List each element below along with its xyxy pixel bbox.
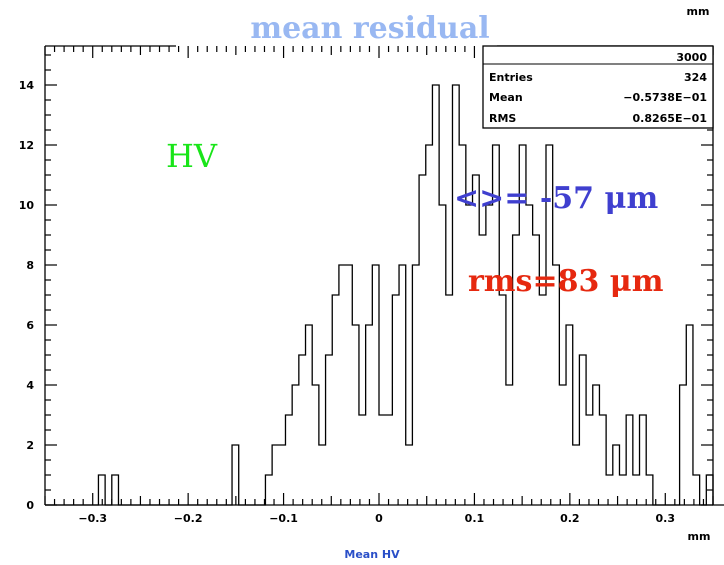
histogram-bin [640,415,647,505]
histogram-bin [619,475,626,505]
x-axis: −0.3 −0.2 −0.1 0 0.1 0.2 0.3 [44,46,714,525]
histogram-bin [586,415,593,505]
histogram-bin [626,415,633,505]
x-tick-label: 0.3 [656,512,676,525]
histogram-bin [419,175,426,505]
y-tick-label: 12 [19,139,34,152]
histogram-bin [593,385,600,505]
histogram-bin [446,295,453,505]
mean-annotation: <>= -57 μm [454,181,658,216]
histogram-bin [613,445,620,505]
histogram-bin [452,85,459,505]
stats-entries-value: 324 [684,71,707,84]
histogram-bin [299,355,306,505]
histogram-bin [339,265,346,505]
histogram-bin [346,265,353,505]
histogram-bin [359,415,366,505]
histogram-bin [406,445,413,505]
histogram-bin [539,295,546,505]
stats-mean-value: −0.5738E−01 [623,91,707,104]
stats-box: ID 3000 Entries 324 Mean −0.5738E−01 RMS… [482,45,714,129]
x-tick-label: −0.2 [174,512,203,525]
histogram-bin [379,415,386,505]
x-tick-label: 0.2 [560,512,580,525]
y-tick-label: 14 [19,79,35,92]
stats-rms-label: RMS [489,112,516,125]
chart-title: mean residual [250,11,489,46]
histogram-bin [399,265,406,505]
x-axis-label: Mean HV [344,548,400,561]
histogram-bin [506,385,513,505]
histogram-bin [579,355,586,505]
histogram-bin [285,415,292,505]
histogram-bin [680,385,687,505]
histogram-bin [566,325,573,505]
histogram-bin [526,205,533,505]
stats-id-label: ID [499,51,512,64]
x-tick-label: 0 [375,512,383,525]
y-unit-label: mm [687,5,710,18]
histogram-bin [265,475,272,505]
x-tick-label: −0.1 [269,512,298,525]
y-tick-label: 6 [26,319,34,332]
histogram-bin [439,205,446,505]
x-tick-label: 0.1 [465,512,485,525]
y-tick-label: 10 [19,199,35,212]
y-tick-label: 4 [26,379,34,392]
histogram-bin [366,325,373,505]
histogram-bin [292,385,299,505]
histogram-bin [272,445,279,505]
x-tick-label: −0.3 [78,512,107,525]
histogram-bin [426,145,433,505]
histogram-bin [606,475,613,505]
histogram-bin [372,265,379,505]
x-unit-label: mm [688,530,711,543]
histogram-bin [392,295,399,505]
histogram-outline [45,84,724,506]
histogram-bin [486,205,493,505]
hv-annotation: HV [166,137,218,175]
histogram-bin [352,325,359,505]
histogram-bin [499,295,506,505]
rms-annotation: rms=83 μm [468,264,664,299]
histogram-bin [112,475,119,505]
histogram-bin [386,415,393,505]
histogram-bin [332,295,339,505]
histogram-bin [646,475,653,505]
y-tick-label: 8 [26,259,34,272]
histogram-bin [279,445,286,505]
histogram-bin [686,325,693,505]
histogram-bin [573,445,580,505]
histogram-bin [559,385,566,505]
histogram-bin [412,265,419,505]
histogram-bin [319,445,326,505]
histogram-bin [466,205,473,505]
stats-id-value: 3000 [676,51,707,64]
histogram-bin [553,265,560,505]
y-tick-label: 0 [26,499,34,512]
stats-mean-label: Mean [489,91,523,104]
stats-entries-label: Entries [489,71,533,84]
histogram-bin [326,355,333,505]
histogram-bin [599,415,606,505]
histogram-bin [432,85,439,505]
histogram-bin [473,175,480,505]
stats-rms-value: 0.8265E−01 [633,112,708,125]
histogram-bin [306,325,313,505]
y-tick-label: 2 [26,439,34,452]
histogram-bin [312,385,319,505]
